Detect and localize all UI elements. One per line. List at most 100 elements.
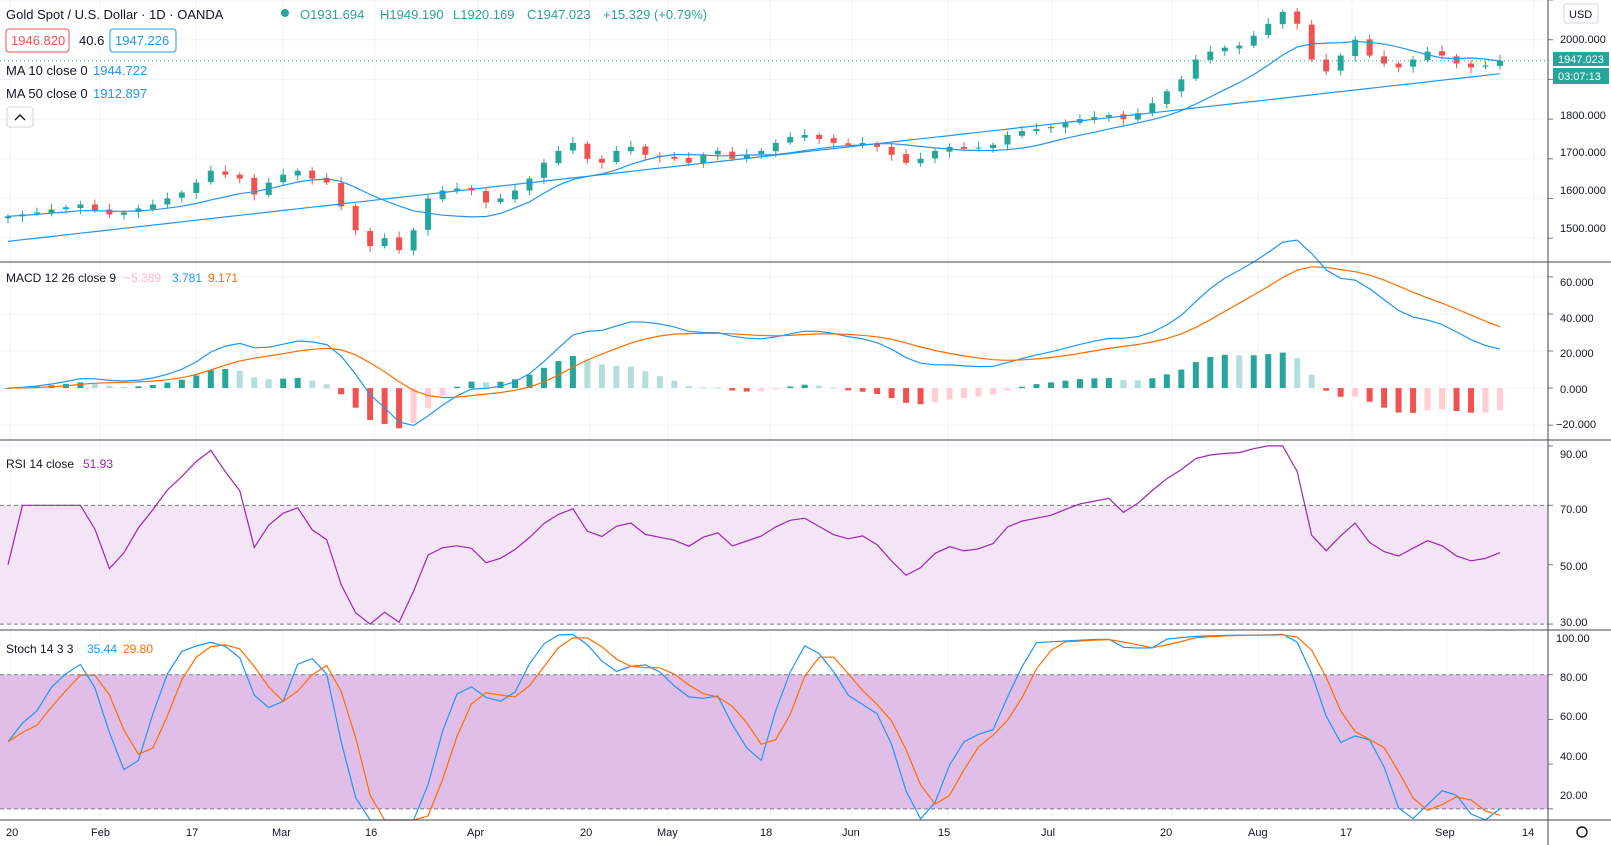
candle-up	[1178, 79, 1185, 92]
macd-histogram-bar	[77, 382, 84, 389]
ma50-value: 1912.897	[93, 86, 147, 101]
macd-legend[interactable]: MACD 12 26 close 9	[6, 271, 116, 285]
time-label: 20	[1160, 827, 1172, 839]
candle-up	[1018, 131, 1025, 136]
macd-histogram-bar	[5, 388, 11, 390]
macd-histogram-bar	[627, 366, 634, 389]
candle-up	[381, 238, 388, 247]
candle-up	[1047, 127, 1054, 129]
candle-down	[685, 157, 692, 163]
macd-histogram-bar	[874, 388, 881, 395]
macd-histogram-bar	[903, 388, 910, 403]
stoch-legend[interactable]: Stoch 14 3 3	[6, 642, 74, 656]
macd-histogram-bar	[1352, 388, 1359, 397]
candle-down	[91, 204, 98, 211]
macd-histogram-bar	[294, 377, 301, 389]
candle-up	[1163, 91, 1170, 105]
macd-histogram-bar	[714, 387, 721, 389]
time-label: 20	[6, 827, 18, 839]
stoch-tick: 80.00	[1560, 672, 1588, 684]
candle-up	[1265, 23, 1272, 35]
macd-histogram-bar	[1207, 356, 1214, 389]
price-candles	[5, 7, 1503, 256]
candle-up	[1149, 103, 1156, 113]
macd-tick: 60.000	[1560, 277, 1594, 289]
candle-up	[1134, 113, 1141, 120]
macd-histogram-bar	[1120, 380, 1127, 389]
collapse-legend-button[interactable]	[6, 106, 34, 128]
candle-up	[193, 182, 200, 193]
candle-up	[569, 142, 576, 151]
macd-histogram-bar	[1468, 388, 1475, 413]
macd-histogram-bar	[1337, 388, 1344, 397]
macd-histogram-bar	[830, 387, 837, 389]
rsi-band	[0, 505, 1548, 625]
candle-up	[439, 190, 446, 200]
stoch-d-value: 29.80	[123, 642, 153, 656]
macd-histogram-bar	[743, 388, 750, 392]
candle-down	[584, 143, 591, 159]
macd-histogram-bar	[656, 376, 663, 389]
sell-button[interactable]	[5, 28, 70, 53]
candle-down	[1294, 11, 1301, 24]
macd-histogram-bar	[135, 386, 142, 389]
stoch-tick: 40.00	[1560, 751, 1588, 763]
candle-up	[1105, 115, 1112, 118]
indicator-lines	[0, 40, 1548, 821]
macd-histogram-bar	[1323, 388, 1330, 391]
symbol-title[interactable]: Gold Spot / U.S. Dollar · 1D · OANDA	[6, 7, 224, 22]
stoch-tick: 60.00	[1560, 711, 1588, 723]
candle-up	[932, 150, 939, 159]
macd-histogram-bar	[1250, 355, 1257, 389]
candle-down	[1308, 24, 1315, 60]
candle-up	[1221, 47, 1228, 52]
ma10-value: 1944.722	[93, 63, 147, 78]
ma50-legend[interactable]: MA 50 close 0	[6, 86, 88, 101]
candle-up	[1062, 123, 1069, 128]
macd-histogram-bar	[91, 383, 98, 389]
macd-histogram-bar	[1265, 354, 1272, 389]
candle-down	[1366, 39, 1373, 56]
macd-histogram-bar	[511, 379, 518, 389]
rsi-legend[interactable]: RSI 14 close	[6, 457, 74, 471]
ma10-line	[7, 40, 1501, 218]
macd-histogram-bar	[816, 385, 823, 389]
candle-down	[1453, 56, 1460, 64]
candle-down	[874, 143, 881, 147]
time-axis[interactable]: 20 Feb 17 Mar 16 Apr 20 May 18 Jun 15 Ju…	[6, 827, 1534, 839]
macd-histogram-bar	[990, 388, 997, 395]
currency-badge[interactable]	[1563, 3, 1599, 24]
candle-down	[1120, 114, 1127, 120]
candle-down	[338, 183, 345, 207]
time-label: Jun	[842, 827, 860, 839]
time-label: Aug	[1248, 827, 1268, 839]
macd-histogram-bar	[1453, 388, 1460, 412]
buy-button[interactable]	[109, 28, 177, 53]
candle-up	[917, 158, 924, 164]
time-label: 16	[365, 827, 377, 839]
candle-up	[714, 150, 721, 155]
chart-settings-button[interactable]	[1576, 826, 1588, 838]
macd-tick: 40.000	[1560, 313, 1594, 325]
macd-signal-line	[7, 266, 1501, 399]
macd-histogram-bar	[381, 388, 388, 424]
macd-hist-value: −5.389	[124, 271, 161, 285]
macd-histogram-bar	[1004, 388, 1011, 391]
macd-histogram-bar	[1105, 378, 1112, 389]
time-label: Jul	[1041, 827, 1055, 839]
macd-histogram-bar	[309, 380, 316, 389]
candle-up	[1091, 117, 1098, 120]
candle-up	[178, 192, 185, 198]
macd-value: 3.781	[172, 271, 202, 285]
macd-histogram-bar	[1062, 380, 1069, 389]
macd-histogram-bar	[729, 388, 736, 391]
macd-tick: 0.000	[1560, 384, 1588, 396]
candle-up	[975, 147, 982, 149]
macd-histogram-bar	[613, 365, 620, 389]
ma10-legend[interactable]: MA 10 close 0	[6, 63, 88, 78]
macd-histogram-bar	[236, 370, 243, 389]
macd-histogram-bar	[845, 388, 852, 391]
macd-histogram-bar	[917, 388, 924, 405]
